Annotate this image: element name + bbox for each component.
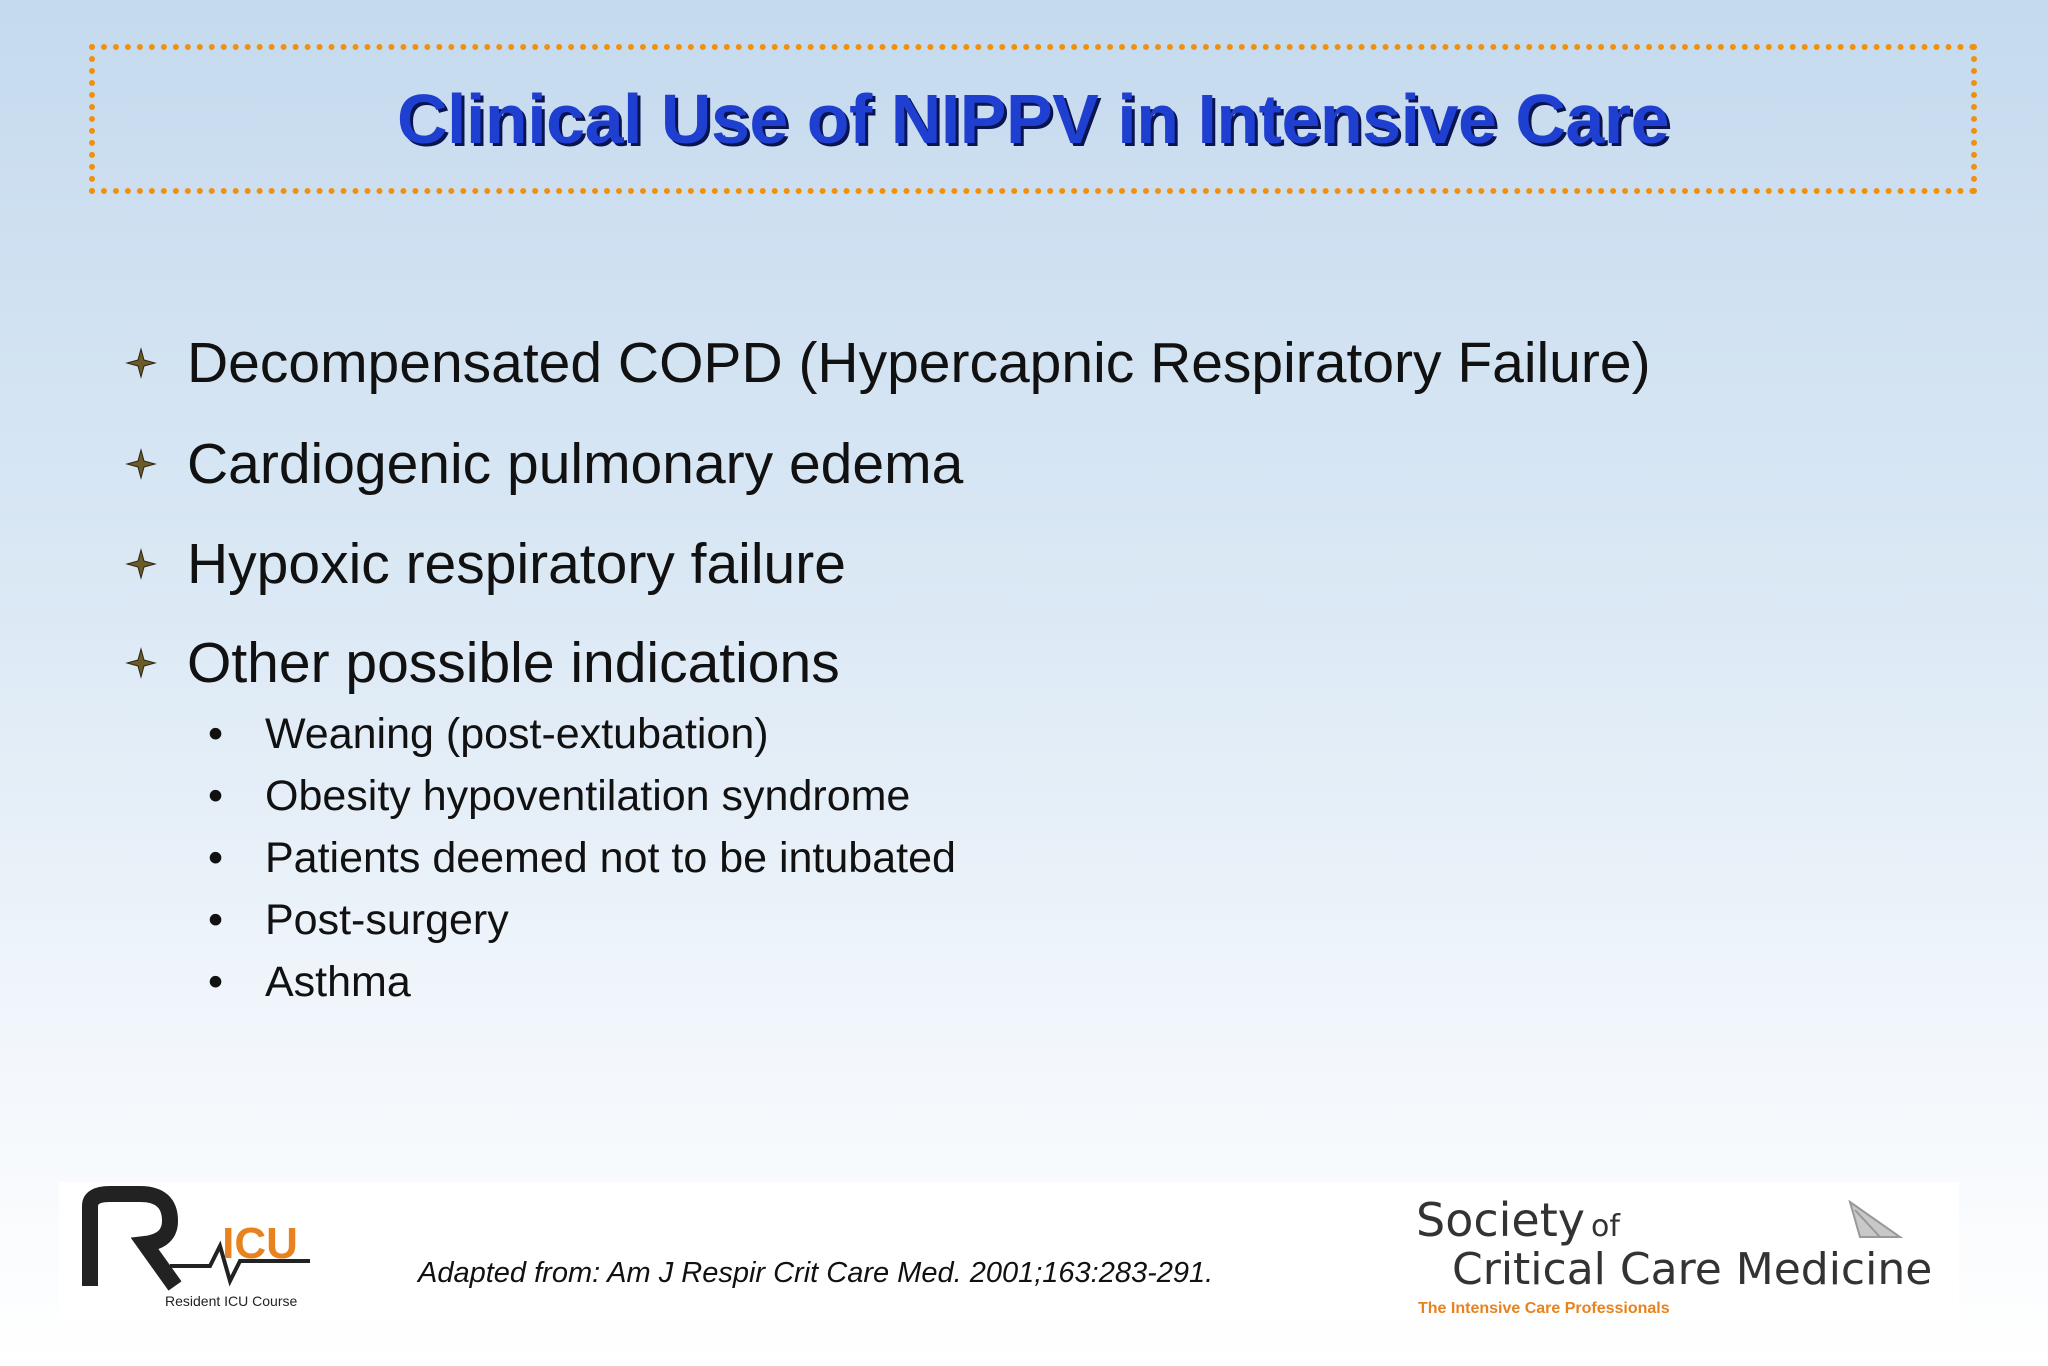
logo-of: of	[1591, 1209, 1621, 1244]
sub-bullet-dot: •	[208, 958, 224, 1006]
citation: Adapted from: Am J Respir Crit Care Med.…	[418, 1257, 1214, 1289]
sub-bullet: Weaning (post-extubation)	[265, 710, 769, 758]
logo-caption: Resident ICU Course	[165, 1293, 297, 1309]
logo-society-word: Society	[1416, 1193, 1585, 1247]
logo-r	[82, 1186, 182, 1291]
title-box: Clinical Use of NIPPV in Intensive Care	[89, 44, 1977, 194]
sub-bullet-dot: •	[208, 772, 224, 820]
sccm-logo: Society of Critical Care Medicine The Int…	[1416, 1193, 1932, 1317]
sub-bullet: Patients deemed not to be intubated	[265, 834, 956, 882]
logo-society: Society of	[1416, 1193, 1621, 1247]
logo-name: Critical Care Medicine	[1452, 1244, 1932, 1295]
bullet: Decompensated COPD (Hypercapnic Respirat…	[187, 331, 1651, 395]
slide-title: Clinical Use of NIPPV in Intensive Care	[396, 80, 1670, 158]
sub-bullet: Post-surgery	[265, 896, 509, 944]
bullet-icon	[125, 347, 157, 379]
bullet-icon	[125, 548, 157, 580]
logo-triangle	[1848, 1199, 1904, 1238]
bullet: Other possible indications	[187, 631, 840, 695]
logo-wave	[170, 1240, 310, 1287]
bullet: Hypoxic respiratory failure	[187, 532, 846, 596]
sub-bullet: Obesity hypoventilation syndrome	[265, 772, 911, 820]
bullet-icon	[125, 647, 157, 679]
ricu-logo: ICU Resident ICU Course	[82, 1186, 310, 1309]
logo-mark: ICU	[222, 1219, 298, 1268]
sub-bullet-dot: •	[208, 896, 224, 944]
footer-band	[59, 1182, 1959, 1319]
sub-bullet-dot: •	[208, 834, 224, 882]
bullet-icon	[125, 448, 157, 480]
logo-tagline: The Intensive Care Professionals	[1418, 1300, 1670, 1317]
sub-bullet-dot: •	[208, 710, 224, 758]
bullet: Cardiogenic pulmonary edema	[187, 432, 964, 496]
sub-bullet: Asthma	[265, 958, 411, 1006]
